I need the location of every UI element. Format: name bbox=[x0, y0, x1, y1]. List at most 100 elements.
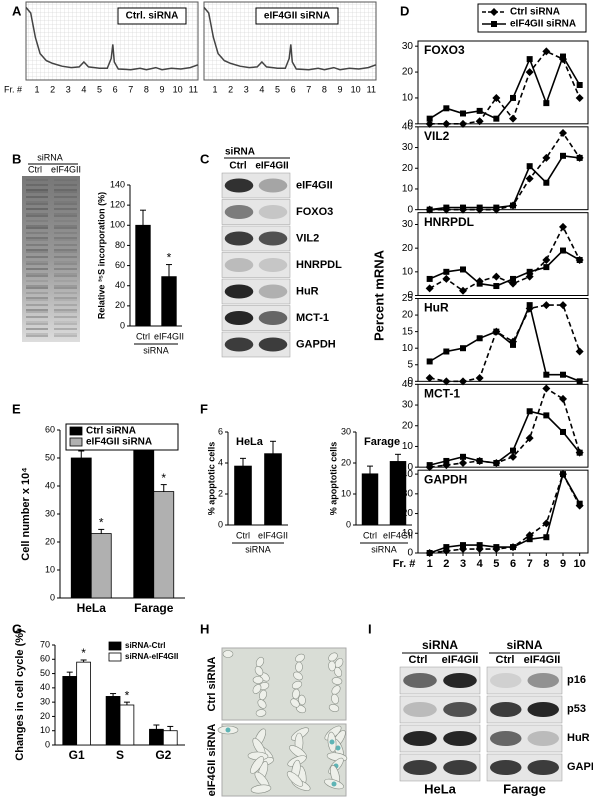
bar bbox=[70, 457, 92, 599]
y-tick-label: 20 bbox=[45, 536, 55, 546]
x-tick-label: 2 bbox=[443, 558, 449, 570]
blot-row-label: GAPDH bbox=[296, 338, 336, 350]
bar bbox=[133, 437, 155, 599]
fraction-label: 8 bbox=[144, 84, 149, 94]
blot-row-label: eIF4GII bbox=[296, 179, 333, 191]
fraction-label: 4 bbox=[259, 84, 264, 94]
point bbox=[460, 542, 466, 549]
fraction-label: 10 bbox=[351, 84, 361, 94]
y-tick-label: 30 bbox=[402, 400, 414, 411]
blot-header: siRNA bbox=[37, 152, 63, 162]
y-tick-label: 10 bbox=[40, 725, 50, 735]
y-tick-label: 30 bbox=[341, 426, 351, 436]
point bbox=[560, 247, 566, 254]
y-tick-label: 10 bbox=[402, 266, 414, 277]
series-line bbox=[429, 471, 581, 554]
y-tick-label: 10 bbox=[341, 488, 351, 498]
cell bbox=[295, 661, 303, 673]
y-tick-label: 100 bbox=[110, 220, 125, 230]
point bbox=[459, 459, 467, 468]
panel-label: G bbox=[12, 621, 22, 636]
fraction-label: 5 bbox=[275, 84, 280, 94]
bar bbox=[389, 461, 407, 526]
blot-row-label: MCT-1 bbox=[296, 312, 329, 324]
x-tick-label: HeLa bbox=[77, 601, 107, 615]
point bbox=[542, 256, 551, 264]
y-tick-label: 0 bbox=[346, 519, 351, 529]
y-tick-label: 0 bbox=[407, 204, 413, 215]
point bbox=[559, 222, 567, 231]
blot-band bbox=[224, 205, 254, 219]
blot-band bbox=[258, 205, 288, 219]
blot-band bbox=[224, 311, 254, 325]
fraction-label: 5 bbox=[97, 84, 102, 94]
legend-marker bbox=[491, 21, 497, 27]
series-line bbox=[429, 410, 581, 466]
y-tick-label: 0 bbox=[45, 739, 50, 749]
fraction-label: 10 bbox=[173, 84, 183, 94]
point bbox=[426, 115, 433, 122]
legend-label: eIF4GII siRNA bbox=[510, 19, 576, 30]
stain bbox=[335, 745, 341, 751]
blot-band bbox=[490, 701, 522, 718]
stain bbox=[225, 727, 231, 733]
blot-strip bbox=[221, 252, 291, 278]
blot-header: siRNA bbox=[422, 638, 458, 652]
y-tick-label: 50 bbox=[45, 452, 55, 462]
blot-band bbox=[490, 759, 522, 776]
blot-band bbox=[224, 284, 254, 299]
bar bbox=[264, 453, 282, 526]
micrograph bbox=[221, 647, 347, 721]
cell bbox=[254, 666, 264, 676]
x-tick-label: 7 bbox=[527, 558, 533, 570]
point bbox=[426, 462, 433, 469]
cell bbox=[328, 704, 340, 712]
y-tick-label: 0 bbox=[407, 548, 413, 559]
y-tick-label: 20 bbox=[402, 508, 414, 519]
point bbox=[543, 534, 550, 541]
legend-swatch bbox=[108, 652, 122, 662]
point bbox=[459, 119, 467, 128]
panel-title: VIL2 bbox=[424, 129, 450, 143]
cell-line-label: HeLa bbox=[424, 781, 457, 796]
y-axis-label: % apoptotic cells bbox=[328, 442, 338, 516]
panel-title: HuR bbox=[424, 301, 449, 315]
cell bbox=[333, 666, 343, 678]
point bbox=[543, 371, 550, 378]
point bbox=[576, 449, 583, 456]
point bbox=[443, 457, 450, 464]
fraction-label: 7 bbox=[306, 84, 311, 94]
blot-band bbox=[403, 701, 437, 718]
series-line bbox=[429, 154, 580, 211]
y-tick-label: 40 bbox=[40, 682, 50, 692]
condition-label: Ctrl siRNA bbox=[206, 656, 218, 711]
x-tick-label: 10 bbox=[574, 558, 586, 570]
point bbox=[460, 345, 466, 352]
fraction-label: 7 bbox=[128, 84, 133, 94]
y-tick-label: 20 bbox=[341, 457, 351, 467]
point bbox=[425, 284, 434, 293]
significance-marker: * bbox=[99, 516, 104, 530]
series-line bbox=[429, 249, 581, 287]
bar bbox=[135, 224, 151, 327]
y-tick-label: 30 bbox=[45, 508, 55, 518]
significance-marker: * bbox=[125, 688, 130, 702]
panel-label: H bbox=[200, 621, 209, 636]
cell bbox=[222, 650, 234, 658]
blot-header: siRNA bbox=[506, 638, 542, 652]
legend-swatch bbox=[69, 426, 83, 436]
point bbox=[475, 374, 484, 383]
y-tick-label: 80 bbox=[115, 240, 125, 250]
panel-frame bbox=[417, 212, 589, 297]
y-tick-label: 0 bbox=[120, 320, 125, 330]
series-line bbox=[429, 131, 581, 211]
point bbox=[526, 163, 533, 170]
point bbox=[426, 206, 433, 213]
blot-band bbox=[258, 311, 288, 325]
cell bbox=[331, 677, 343, 685]
point bbox=[476, 335, 483, 342]
significance-marker: * bbox=[81, 646, 86, 660]
point bbox=[425, 374, 434, 383]
lane-label: eIF4GII bbox=[442, 654, 479, 666]
